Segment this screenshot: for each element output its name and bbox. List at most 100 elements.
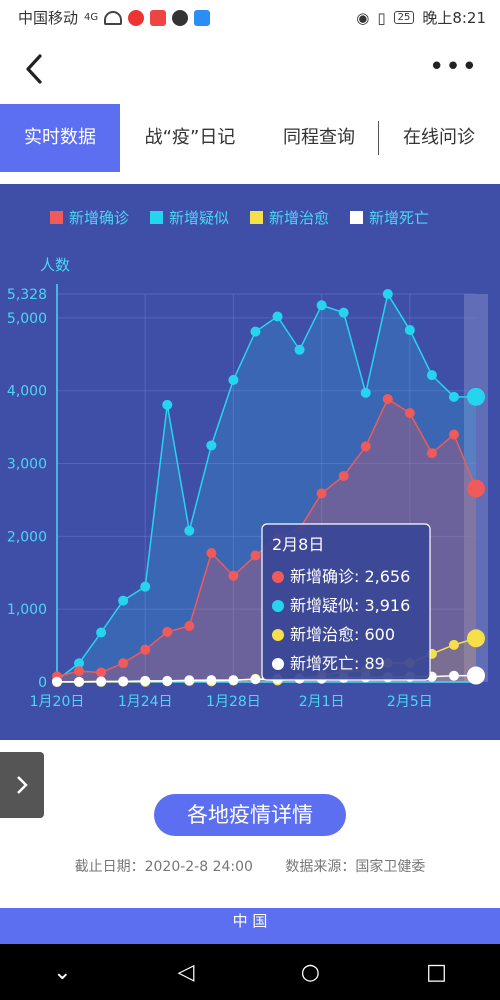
- data-point: [206, 675, 217, 686]
- more-icon[interactable]: •••: [428, 52, 478, 82]
- legend-label: 新增死亡: [369, 209, 429, 227]
- data-point: [118, 595, 129, 606]
- epidemic-line-chart[interactable]: 0 1,000 2,000 3,000 4,000 5,000 5,328 1月20日 1月24…: [0, 184, 500, 740]
- data-point: [467, 629, 485, 648]
- data-point: [360, 387, 371, 398]
- app-icon-penguin: [172, 9, 189, 26]
- tooltip-row: 新增疑似: 3,916: [290, 596, 410, 615]
- data-point: [140, 675, 151, 686]
- data-point: [316, 300, 327, 311]
- eye-icon: ◉: [356, 8, 370, 27]
- data-point: [206, 440, 217, 451]
- data-point: [96, 667, 107, 678]
- data-point: [118, 676, 129, 687]
- y-tick-label: 2,000: [7, 529, 47, 545]
- clock-label: 晚上8:21: [422, 9, 486, 27]
- tooltip-row: 新增确诊: 2,656: [290, 567, 410, 586]
- y-tick-label: 3,000: [7, 457, 47, 473]
- data-point: [426, 448, 437, 459]
- data-point: [250, 674, 261, 685]
- legend-label: 新增治愈: [269, 209, 329, 227]
- tab-divider: [378, 121, 379, 155]
- data-point: [74, 666, 85, 677]
- data-point: [118, 658, 129, 669]
- legend-label: 新增疑似: [169, 209, 229, 227]
- nav-down-icon[interactable]: ⌄: [53, 959, 72, 985]
- app-icon-book: [150, 9, 167, 26]
- data-point: [162, 626, 173, 637]
- data-point: [74, 676, 85, 687]
- chart-panel: 0 1,000 2,000 3,000 4,000 5,000 5,328 1月20日 1月24…: [0, 184, 500, 740]
- data-point: [426, 370, 437, 381]
- tooltip-dot: [272, 629, 284, 641]
- nav-home-icon[interactable]: ○: [300, 959, 320, 985]
- data-point: [467, 666, 485, 685]
- data-source: 数据来源：国家卫健委: [285, 859, 426, 875]
- vibrate-icon: ▯: [377, 8, 386, 27]
- nav-back-icon[interactable]: ◁: [177, 959, 195, 985]
- data-point: [294, 344, 305, 355]
- data-point: [162, 399, 173, 410]
- x-tick-label: 2月1日: [299, 694, 345, 710]
- legend-swatch: [150, 211, 163, 224]
- legend-swatch: [250, 211, 263, 224]
- wifi-icon: [104, 10, 123, 25]
- data-point: [467, 387, 485, 406]
- side-expand-button[interactable]: [0, 752, 44, 818]
- data-point: [338, 307, 349, 318]
- app-bar: •••: [0, 34, 500, 104]
- app-icon-blue: [194, 9, 211, 26]
- data-point: [96, 676, 107, 687]
- data-point: [448, 639, 459, 650]
- region-table-header: 中 国: [0, 908, 500, 944]
- tooltip-dot: [272, 658, 284, 670]
- back-icon[interactable]: [22, 52, 52, 86]
- data-point: [52, 676, 62, 687]
- data-point: [448, 670, 459, 681]
- legend-label: 新增确诊: [69, 209, 129, 227]
- data-point: [404, 325, 415, 336]
- carrier-label: 中国移动: [18, 9, 79, 27]
- tab-online-consult[interactable]: 在线问诊: [403, 127, 475, 148]
- regional-detail-button[interactable]: 各地疫情详情: [154, 794, 346, 836]
- chevron-right-icon: [17, 776, 28, 794]
- y-axis-label: 人数: [40, 256, 70, 274]
- data-point: [206, 548, 217, 559]
- data-point: [96, 627, 107, 638]
- region-title: 中 国: [232, 912, 268, 930]
- data-point: [184, 675, 195, 686]
- tooltip-dot: [272, 571, 284, 583]
- data-point: [228, 374, 239, 385]
- data-point: [448, 391, 459, 402]
- data-point: [316, 488, 327, 499]
- tooltip-box: [261, 523, 431, 681]
- nav-recents-icon[interactable]: □: [426, 959, 447, 985]
- y-tick-label: 0: [38, 675, 47, 691]
- cutoff-date: 截止日期：2020-2-8 24:00: [74, 859, 253, 875]
- legend-swatch: [50, 211, 63, 224]
- tab-diary[interactable]: 战“疫”日记: [144, 127, 236, 148]
- data-point: [467, 479, 485, 498]
- tab-realtime[interactable]: 实时数据: [0, 104, 120, 172]
- x-tick-label: 1月20日: [30, 694, 85, 710]
- data-point: [140, 581, 151, 592]
- network-label: 4G: [84, 12, 99, 23]
- data-point: [228, 675, 239, 686]
- data-point: [382, 289, 393, 299]
- data-point: [360, 441, 371, 452]
- y-tick-label: 1,000: [7, 602, 47, 618]
- data-point: [382, 393, 393, 404]
- data-point: [250, 326, 261, 337]
- x-tick-label: 2月5日: [387, 694, 433, 710]
- tooltip-title: 2月8日: [272, 535, 324, 554]
- data-point: [404, 407, 415, 418]
- y-tick-label: 4,000: [7, 384, 47, 400]
- x-tick-label: 1月24日: [118, 694, 173, 710]
- tooltip-dot: [272, 600, 284, 612]
- data-point: [250, 550, 261, 561]
- data-point: [338, 470, 349, 481]
- tab-trip-query[interactable]: 同程查询: [283, 127, 355, 148]
- tab-bar: 实时数据 战“疫”日记 同程查询 在线问诊: [0, 104, 500, 172]
- data-point: [162, 675, 173, 686]
- legend-swatch: [350, 211, 363, 224]
